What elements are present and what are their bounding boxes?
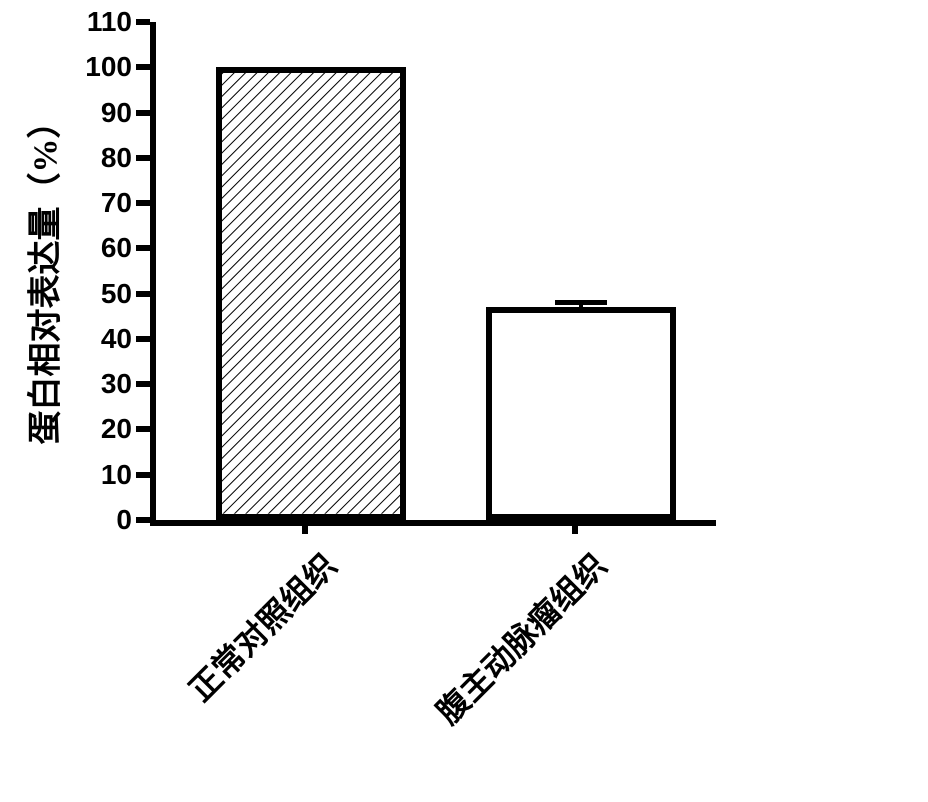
y-tick-label: 30 (62, 368, 132, 400)
y-tick-label: 110 (62, 6, 132, 38)
y-tick-label: 40 (62, 323, 132, 355)
bar-aneurysm (486, 307, 676, 520)
y-tick-label: 60 (62, 232, 132, 264)
y-tick (136, 19, 150, 25)
y-tick (136, 336, 150, 342)
y-tick (136, 381, 150, 387)
y-tick-label: 100 (62, 51, 132, 83)
chart-container: 蛋白相对表达量（%） 0 10 20 30 40 50 60 70 80 90 100 110 正常对… (0, 0, 928, 802)
y-tick (136, 64, 150, 70)
y-tick-label: 90 (62, 97, 132, 129)
y-tick-label: 70 (62, 187, 132, 219)
x-label-aneurysm: 腹主动脉瘤组织 (425, 542, 616, 733)
y-tick (136, 155, 150, 161)
y-tick-label: 50 (62, 278, 132, 310)
plot-area (150, 22, 716, 526)
x-tick (572, 520, 578, 534)
x-tick (302, 520, 308, 534)
bar-control (216, 67, 406, 520)
error-bar-cap (555, 300, 607, 305)
y-tick (136, 472, 150, 478)
y-tick (136, 426, 150, 432)
y-tick (136, 245, 150, 251)
y-tick-label: 0 (62, 504, 132, 536)
y-tick-label: 10 (62, 459, 132, 491)
y-tick (136, 110, 150, 116)
y-tick-label: 80 (62, 142, 132, 174)
y-axis-label: 蛋白相对表达量（%） (18, 26, 67, 524)
y-tick-label: 20 (62, 413, 132, 445)
y-tick (136, 291, 150, 297)
y-tick (136, 517, 150, 523)
x-label-control: 正常对照组织 (177, 542, 345, 710)
y-tick (136, 200, 150, 206)
